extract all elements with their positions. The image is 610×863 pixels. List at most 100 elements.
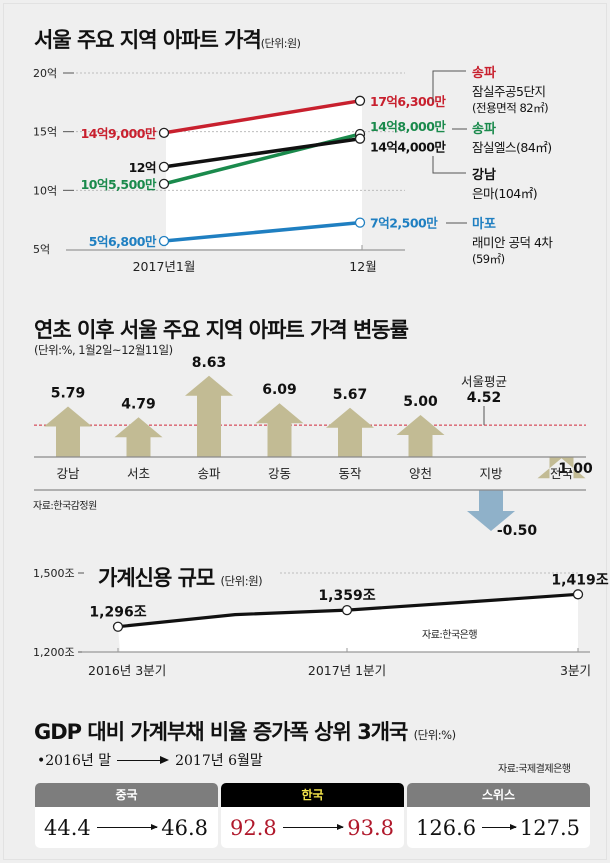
legend-district: 마포 bbox=[472, 217, 496, 232]
data-point-label: 1,419조 bbox=[551, 572, 608, 588]
x-tick-label: 2017년 1분기 bbox=[308, 663, 386, 678]
legend-complex: 잠실주공5단지 bbox=[472, 84, 546, 99]
data-point-marker bbox=[354, 133, 366, 144]
start-value-label: 5억6,800만 bbox=[89, 234, 157, 249]
value-to: 46.8 bbox=[161, 815, 208, 840]
end-value-label: 17억6,300만 bbox=[370, 94, 446, 109]
gdp-debt-source: 자료:국제결제은행 bbox=[498, 764, 571, 775]
legend-jamsil-els: 송파 잠실엘스(84㎡) bbox=[472, 118, 552, 156]
legend-eunma: 강남 은마(104㎡) bbox=[472, 164, 538, 202]
category-label: 양천 bbox=[409, 466, 432, 481]
up-arrow-bar bbox=[537, 457, 586, 479]
legend-from: •2016년 말 bbox=[37, 753, 112, 769]
country-name: 중국 bbox=[35, 783, 218, 807]
bar-value-label: 5.00 bbox=[403, 394, 438, 410]
credit-unit: (단위:원) bbox=[220, 574, 263, 588]
start-value-label: 10억5,500만 bbox=[81, 177, 157, 192]
legend-area: (59㎡) bbox=[472, 252, 505, 266]
series-line bbox=[163, 136, 361, 169]
start-value-label: 14억9,000만 bbox=[81, 126, 157, 141]
value-from: 44.4 bbox=[44, 815, 91, 840]
x-tick-label: 3분기 bbox=[560, 663, 591, 678]
area-fill bbox=[118, 594, 578, 652]
apt-price-chart: 20억 15억 10억 5억 2017년1월 12월 14억9,000만 17억6,300만 1… bbox=[33, 67, 467, 274]
apt-price-title: 서울 주요 지역 아파트 가격(단위:원) bbox=[34, 24, 301, 54]
data-point-marker bbox=[112, 621, 124, 632]
legend-district: 송파 bbox=[472, 122, 496, 137]
arrow-right-icon bbox=[96, 824, 159, 830]
category-label: 동작 bbox=[338, 466, 362, 481]
category-label: 지방 bbox=[479, 466, 503, 481]
start-value-label: 12억 bbox=[129, 160, 156, 175]
credit-source: 자료:한국은행 bbox=[422, 630, 478, 641]
legend-arrow-icon bbox=[117, 755, 170, 764]
y-tick-label: 20억 bbox=[33, 67, 57, 80]
category-label: 전국 bbox=[550, 466, 573, 481]
legend-district: 송파 bbox=[472, 66, 496, 81]
change-rate-source: 자료:한국감정원 bbox=[33, 501, 97, 512]
credit-title-text: 가계신용 규모 bbox=[98, 566, 215, 590]
bar-value-label: 5.79 bbox=[51, 385, 86, 401]
up-arrow-bar bbox=[255, 403, 304, 457]
country-name: 스위스 bbox=[407, 783, 590, 807]
end-value-label: 14억4,000만 bbox=[370, 140, 446, 155]
apt-price-title-text: 서울 주요 지역 아파트 가격 bbox=[34, 28, 262, 52]
y-tick-label: 5억 bbox=[33, 243, 50, 256]
data-point-marker bbox=[158, 161, 170, 173]
gdp-debt-title-text: GDP 대비 가계부채 비율 증가폭 상위 3개국 bbox=[34, 720, 408, 744]
end-value-label: 14억8,000만 bbox=[370, 119, 446, 134]
country-card-china: 중국 44.4 46.8 bbox=[35, 783, 218, 848]
country-card-korea: 한국 92.8 93.8 bbox=[221, 783, 404, 848]
bar-value-label: 8.63 bbox=[192, 355, 227, 371]
infographic-frame bbox=[3, 3, 607, 860]
data-point-marker bbox=[158, 127, 170, 138]
change-rate-subtitle: (단위:%, 1월2일~12월11일) bbox=[34, 343, 173, 357]
arrow-right-icon bbox=[482, 824, 517, 830]
legend-area: (전용면적 82㎡) bbox=[472, 101, 549, 115]
seoul-average-value: 4.52 bbox=[467, 390, 502, 406]
legend-complex: 잠실엘스(84㎡) bbox=[472, 140, 552, 155]
category-label: 송파 bbox=[197, 466, 221, 481]
up-arrow-bar bbox=[185, 375, 233, 457]
country-card-switzerland: 스위스 126.6 127.5 bbox=[407, 783, 590, 848]
data-point-marker bbox=[354, 95, 366, 106]
seoul-average-label: 서울평균 bbox=[461, 374, 507, 389]
gdp-debt-legend: •2016년 말 2017년 6월말 bbox=[37, 750, 263, 770]
legend-connector bbox=[432, 156, 466, 174]
category-label: 서초 bbox=[127, 466, 150, 481]
data-point-marker bbox=[354, 217, 366, 228]
data-point-marker bbox=[158, 178, 170, 190]
category-label: 강남 bbox=[56, 466, 80, 481]
gdp-debt-title: GDP 대비 가계부채 비율 증가폭 상위 3개국 (단위:%) bbox=[34, 716, 456, 746]
gdp-debt-unit: (단위:%) bbox=[413, 728, 456, 742]
data-point-marker bbox=[158, 235, 170, 247]
end-value-label: 7억2,500만 bbox=[370, 216, 438, 231]
data-point-marker bbox=[341, 604, 353, 616]
down-arrow-bar bbox=[467, 490, 515, 531]
plot-area-top bbox=[166, 100, 362, 249]
value-from: 92.8 bbox=[230, 815, 277, 840]
data-point-marker bbox=[572, 589, 584, 600]
value-to: 127.5 bbox=[519, 815, 580, 840]
category-label: 강동 bbox=[268, 466, 291, 481]
up-arrow-bar bbox=[326, 407, 374, 457]
legend-complex: 은마(104㎡) bbox=[472, 186, 538, 201]
legend-complex: 래미안 공덕 4차 bbox=[472, 235, 553, 250]
bar-value-label: 1.00 bbox=[558, 461, 593, 477]
change-rate-chart: 5.79 강남 4.79 서초 8.63 송파 6.09 강동 5.67 동작 5.00 양천 -0.5… bbox=[34, 355, 593, 539]
up-arrow-bar bbox=[396, 415, 445, 457]
x-tick-label: 2017년1월 bbox=[133, 259, 196, 274]
bar-value-label: 4.79 bbox=[121, 396, 156, 412]
legend-raemian: 마포 래미안 공덕 4차 (59㎡) bbox=[472, 213, 553, 267]
series-line bbox=[163, 220, 361, 243]
y-tick-label: 1,200조 bbox=[33, 646, 75, 659]
bar-value-label: 6.09 bbox=[262, 382, 297, 398]
legend-district: 강남 bbox=[472, 168, 496, 183]
value-from: 126.6 bbox=[416, 815, 477, 840]
bar-value-label: -0.50 bbox=[497, 523, 538, 539]
change-rate-title: 연초 이후 서울 주요 지역 아파트 가격 변동률 bbox=[34, 318, 409, 342]
x-tick-label: 2016년 3분기 bbox=[88, 663, 166, 678]
series-line bbox=[163, 99, 361, 135]
country-name: 한국 bbox=[221, 783, 404, 807]
legend-jamsil5: 송파 잠실주공5단지 (전용면적 82㎡) bbox=[472, 62, 549, 116]
